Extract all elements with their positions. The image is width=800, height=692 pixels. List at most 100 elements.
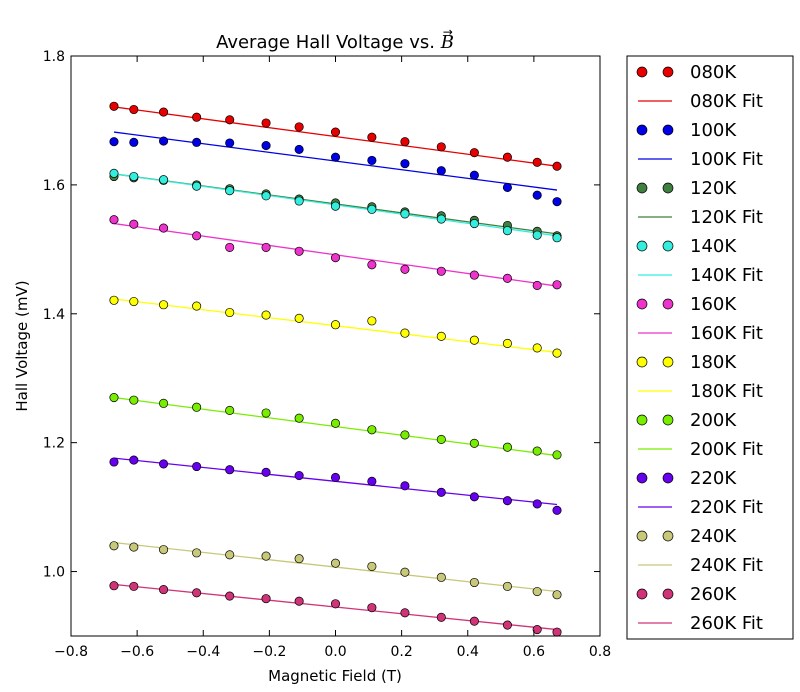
data-point-080K (129, 104, 139, 115)
data-point-080K (261, 118, 271, 128)
chart-title: Average Hall Voltage vs. B (216, 32, 454, 53)
legend-label-140K: 140K (690, 236, 737, 257)
data-point-080K (400, 137, 410, 147)
legend-label-fit-120K: 120K Fit (690, 207, 763, 228)
chart-title-text: Average Hall Voltage vs. (216, 32, 441, 53)
data-point-180K (552, 348, 562, 358)
data-point-100K (367, 155, 377, 165)
data-point-260K (192, 588, 202, 598)
legend-marker-180K (636, 356, 648, 368)
data-point-080K (552, 161, 562, 171)
legend-marker-180K (662, 356, 674, 368)
data-point-160K (436, 266, 446, 276)
data-point-260K (225, 591, 235, 601)
data-point-200K (192, 402, 202, 412)
data-point-260K (552, 627, 562, 637)
data-point-200K (109, 393, 119, 403)
data-point-140K (330, 201, 341, 211)
data-point-200K (225, 405, 235, 415)
data-point-180K (225, 307, 235, 318)
data-point-200K (261, 408, 271, 418)
y-tick-label: 1.4 (43, 307, 65, 323)
data-point-080K (436, 142, 446, 152)
data-point-240K (400, 567, 410, 577)
data-point-220K (502, 496, 512, 506)
data-point-140K (159, 175, 169, 185)
legend-label-fit-180K: 180K Fit (690, 381, 763, 402)
y-tick-label: 1.6 (43, 178, 65, 194)
data-point-160K (261, 242, 271, 252)
data-point-100K (261, 141, 271, 151)
legend-label-fit-160K: 160K Fit (690, 323, 763, 344)
legend-marker-220K (662, 472, 674, 484)
title-vector-arrow: → (443, 25, 453, 39)
x-tick-label: 0.4 (457, 644, 479, 660)
data-point-260K (159, 585, 169, 595)
data-point-140K (502, 226, 512, 236)
data-point-160K (109, 215, 119, 225)
data-point-260K (469, 616, 479, 626)
x-tick-label: 0.6 (523, 644, 545, 660)
data-point-240K (192, 548, 202, 558)
data-point-260K (502, 620, 512, 630)
data-point-240K (502, 581, 512, 591)
data-point-100K (469, 170, 479, 180)
data-point-200K (552, 450, 562, 460)
legend-label-240K: 240K (690, 526, 737, 547)
data-point-140K (294, 196, 304, 206)
x-tick-label: 0.8 (589, 644, 611, 660)
data-point-260K (400, 608, 410, 618)
data-point-080K (469, 148, 479, 158)
x-axis-label: Magnetic Field (T) (268, 667, 402, 685)
plot-area-frame (70, 55, 601, 637)
data-point-140K (552, 233, 562, 243)
y-tick-label: 1.2 (43, 436, 65, 452)
data-point-200K (129, 395, 139, 405)
data-point-140K (436, 214, 446, 224)
data-points (109, 101, 562, 637)
data-point-260K (109, 581, 119, 591)
legend-marker-240K (636, 530, 648, 542)
legend-frame (626, 55, 794, 640)
data-point-220K (552, 505, 562, 515)
legend-marker-120K (636, 182, 648, 194)
data-point-100K (552, 197, 562, 207)
x-tick-label: −0.2 (252, 644, 286, 660)
data-point-240K (367, 561, 377, 571)
data-point-260K (330, 599, 341, 609)
data-point-240K (225, 550, 235, 560)
data-point-140K (109, 168, 119, 178)
data-point-180K (109, 295, 119, 305)
data-point-180K (400, 328, 410, 338)
data-point-220K (532, 499, 542, 509)
legend-marker-120K (662, 182, 674, 194)
data-point-220K (109, 457, 119, 467)
data-point-240K (469, 577, 479, 588)
data-point-080K (367, 132, 377, 142)
data-point-140K (261, 191, 271, 201)
data-point-160K (532, 280, 542, 290)
data-point-180K (159, 300, 169, 310)
legend-marker-260K (662, 588, 674, 600)
data-point-220K (192, 461, 202, 472)
data-point-220K (400, 481, 410, 491)
data-point-200K (367, 425, 377, 435)
data-point-160K (367, 260, 377, 270)
data-point-220K (225, 465, 235, 475)
data-point-220K (294, 470, 304, 481)
legend-marker-100K (636, 124, 648, 136)
data-point-140K (367, 204, 377, 214)
data-point-160K (159, 223, 169, 233)
data-point-080K (294, 122, 304, 132)
data-point-240K (159, 545, 169, 555)
legend-label-fit-240K: 240K Fit (690, 555, 763, 576)
data-point-100K (330, 152, 341, 162)
data-point-100K (532, 190, 542, 200)
y-axis-label: Hall Voltage (mV) (13, 280, 31, 411)
data-point-200K (502, 442, 512, 452)
data-point-080K (109, 101, 119, 111)
legend-label-fit-140K: 140K Fit (690, 265, 763, 286)
x-tick-label: −0.8 (54, 644, 88, 660)
data-point-080K (159, 107, 169, 117)
legend-label-fit-200K: 200K Fit (690, 439, 763, 460)
